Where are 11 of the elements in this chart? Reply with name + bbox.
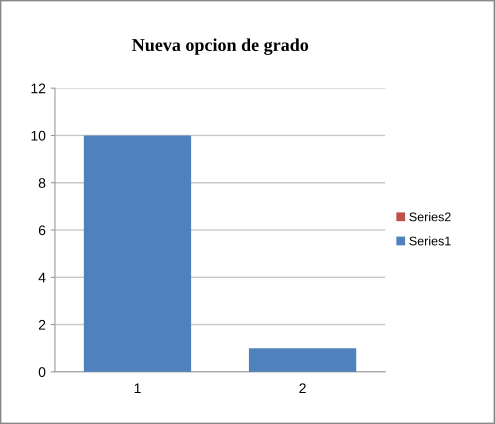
y-tick-label: 12 [32,84,46,94]
y-tick-label: 0 [38,367,46,378]
legend-label: Series1 [409,236,451,246]
x-tick-label: 1 [134,383,141,394]
y-tick-label: 6 [38,225,46,236]
y-tick-label: 10 [32,130,46,141]
chart-title: Nueva opcion de grado [132,38,308,55]
y-tick-label: 4 [38,272,46,282]
y-tick-label: 2 [38,320,46,330]
legend-label: Series2 [409,212,451,222]
y-tick-label: 8 [38,178,46,188]
